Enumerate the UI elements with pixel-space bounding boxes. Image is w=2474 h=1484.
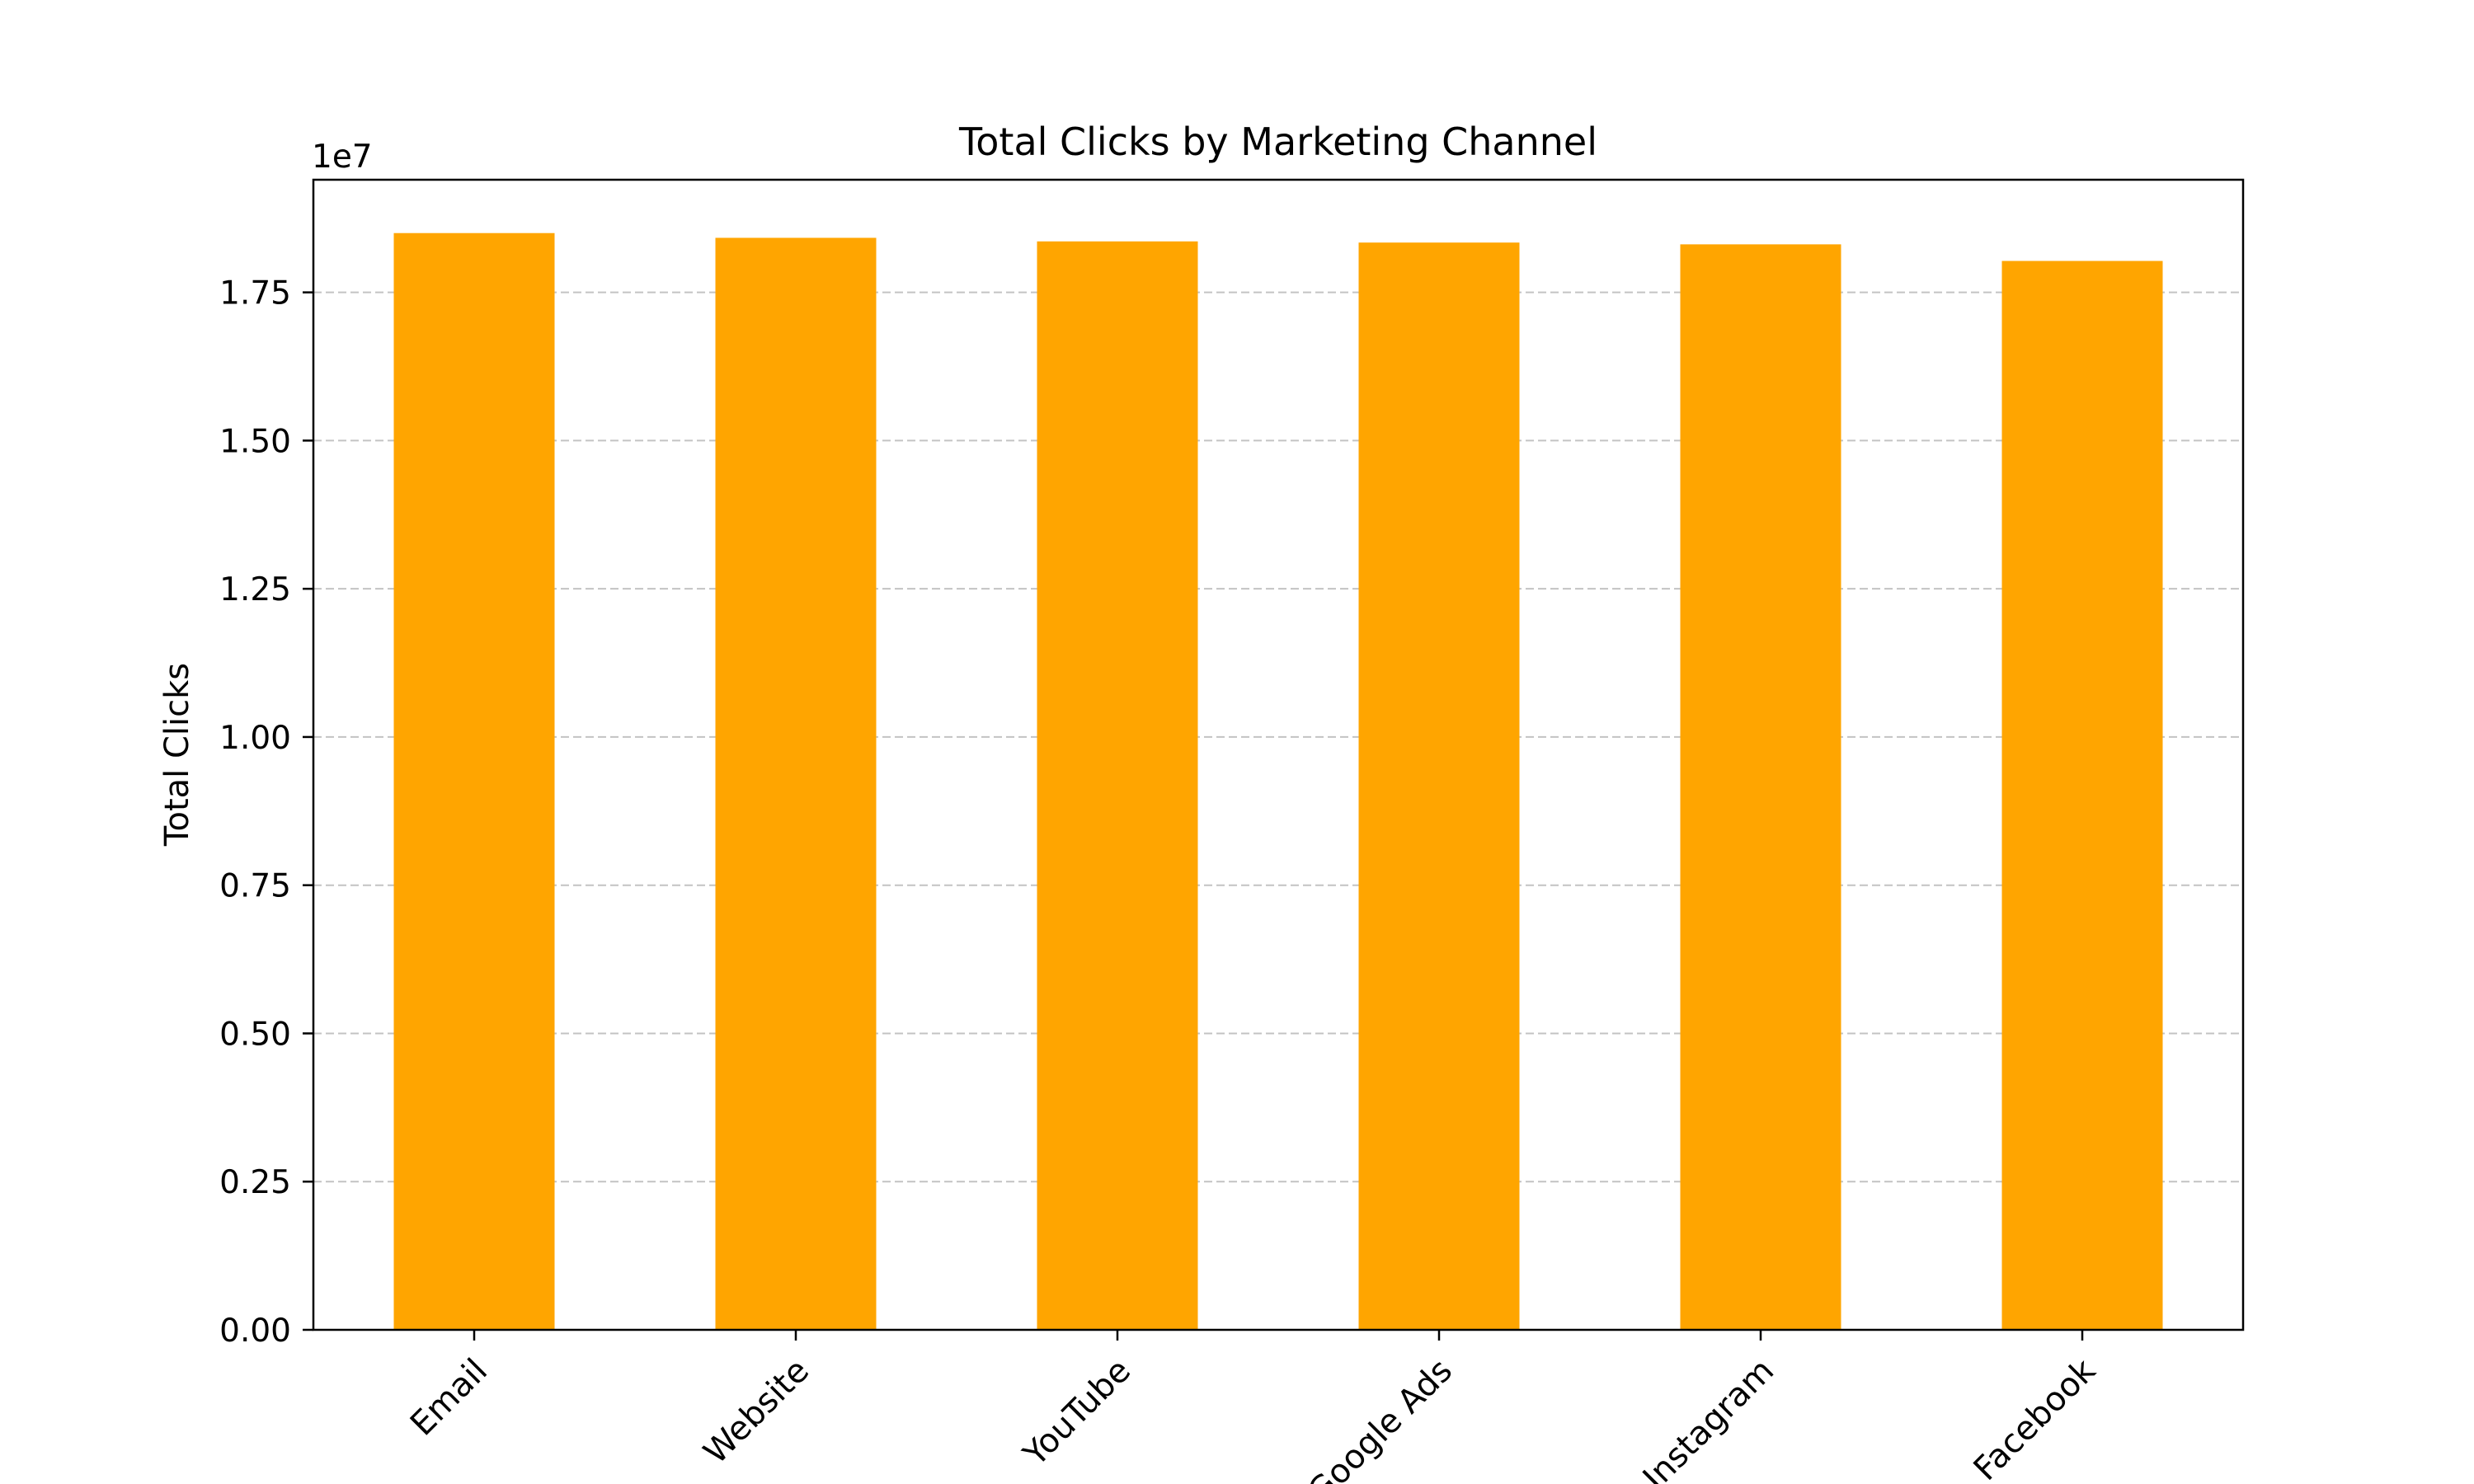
y-axis-offset-label: 1e7	[312, 139, 373, 176]
bar-website	[715, 237, 877, 1330]
x-axis-ticks: Email Website YouTube Google Ads Instagram Fa…	[403, 1330, 2104, 1484]
y-tick-label: 0.00	[219, 1313, 291, 1350]
bar-instagram	[1680, 244, 1841, 1330]
y-tick-label: 1.50	[219, 423, 291, 460]
y-tick-label: 1.00	[219, 720, 291, 757]
gridlines	[313, 291, 2243, 1183]
x-tick-label: Google Ads	[1300, 1352, 1460, 1484]
chart-title: Total Clicks by Marketing Channel	[958, 120, 1597, 164]
x-tick-label: YouTube	[1016, 1352, 1138, 1474]
y-axis-ticks: 0.00 0.25 0.50 0.75 1.00 1.25 1.50 1.75	[219, 275, 313, 1350]
y-axis-label: Total Clicks	[158, 663, 196, 847]
bar-youtube	[1037, 241, 1198, 1331]
x-tick-label: Facebook	[1967, 1351, 2104, 1484]
x-tick-label: Email	[403, 1352, 495, 1444]
x-tick-label: Instagram	[1636, 1352, 1781, 1484]
y-tick-label: 0.25	[219, 1164, 291, 1201]
y-tick-label: 1.25	[219, 571, 291, 608]
bars	[393, 232, 2163, 1331]
plot-frame	[312, 178, 2245, 1331]
x-tick-label: Website	[697, 1352, 816, 1472]
bar-email	[393, 232, 555, 1330]
bar-google-ads	[1358, 242, 1520, 1330]
y-tick-label: 0.50	[219, 1016, 291, 1053]
y-tick-label: 0.75	[219, 868, 291, 905]
bar-facebook	[2001, 261, 2163, 1330]
y-tick-label: 1.75	[219, 275, 291, 312]
